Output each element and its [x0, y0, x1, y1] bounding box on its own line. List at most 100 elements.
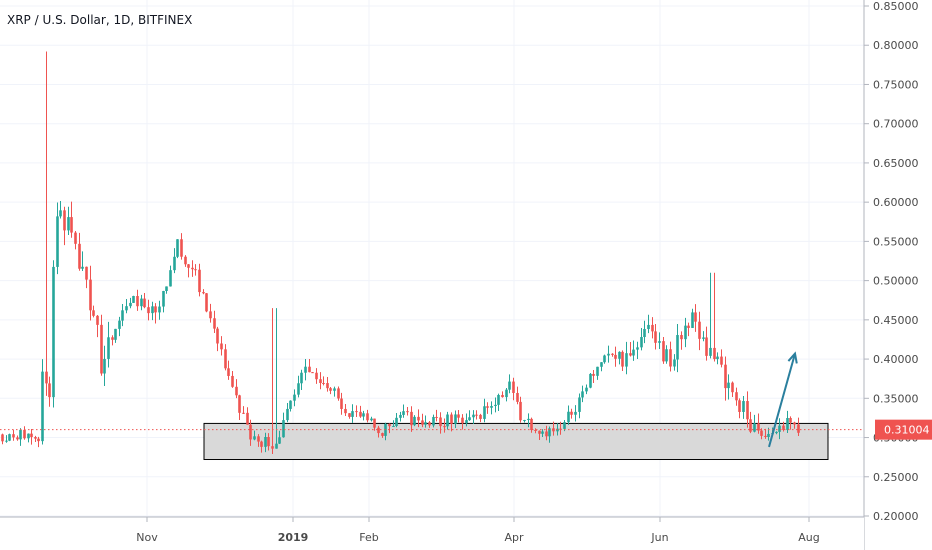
- y-tick-label: 0.75000: [873, 78, 919, 91]
- candle-body: [421, 420, 424, 425]
- candle-body: [713, 347, 716, 360]
- y-tick-label: 0.45000: [873, 314, 919, 327]
- candle-body: [267, 437, 270, 447]
- candle-body: [753, 423, 756, 432]
- support-zone[interactable]: [203, 422, 829, 461]
- candle-body: [443, 426, 446, 428]
- candle-body: [494, 404, 497, 407]
- candle-body: [194, 269, 197, 271]
- candle-body: [165, 286, 168, 291]
- candle-body: [687, 325, 690, 328]
- candle-body: [413, 416, 416, 426]
- candle-body: [264, 437, 267, 447]
- candle-body: [607, 353, 610, 356]
- candle-body: [760, 430, 763, 436]
- candle-body: [366, 413, 369, 421]
- candle-body: [676, 335, 679, 360]
- candle-body: [673, 359, 676, 367]
- candle-body: [319, 379, 322, 383]
- candle-body: [592, 373, 595, 376]
- candle-body: [132, 296, 135, 303]
- candle-body: [30, 433, 33, 438]
- candle-body: [16, 437, 19, 440]
- candle-body: [705, 337, 708, 356]
- candle-body: [74, 232, 77, 244]
- candle-body: [227, 368, 230, 376]
- candle-body: [114, 328, 117, 340]
- candle-body: [162, 290, 165, 307]
- candle-body: [96, 315, 99, 325]
- candle-body: [508, 381, 511, 390]
- candle-body: [611, 353, 614, 355]
- candle-body: [242, 412, 245, 414]
- candle-body: [632, 349, 635, 356]
- candle-body: [778, 425, 781, 432]
- candle-body: [333, 388, 336, 391]
- candle-body: [457, 414, 460, 418]
- candle-body: [118, 320, 121, 329]
- candle-body: [12, 434, 15, 438]
- candle-body: [220, 343, 223, 350]
- candle-body: [362, 413, 365, 417]
- candle-body: [329, 388, 332, 391]
- candle-body: [461, 417, 464, 424]
- candle-body: [48, 383, 51, 398]
- candle-body: [563, 422, 566, 429]
- candle-body: [709, 347, 712, 356]
- arrow-annotation-line[interactable]: [768, 353, 796, 448]
- candle-body: [581, 391, 584, 398]
- last-price-tag: [875, 419, 932, 440]
- candle-body: [497, 394, 500, 405]
- candle-body: [527, 418, 530, 421]
- candle-body: [289, 400, 292, 409]
- x-tick-label: Nov: [136, 531, 158, 544]
- candle-body: [603, 355, 606, 363]
- candle-body: [716, 356, 719, 360]
- candle-body: [205, 293, 208, 312]
- time-axis-background: [0, 517, 864, 550]
- candle-body: [534, 429, 537, 431]
- candle-body: [311, 372, 314, 374]
- candle-body: [545, 431, 548, 437]
- candle-body: [136, 296, 139, 307]
- candle-body: [424, 422, 427, 425]
- candle-body: [450, 414, 453, 424]
- candle-body: [92, 310, 95, 316]
- candle-body: [260, 441, 263, 447]
- x-tick-label: Apr: [504, 531, 524, 544]
- candle-body: [249, 424, 252, 440]
- candle-body: [395, 417, 398, 426]
- candle-body: [246, 412, 249, 425]
- candle-body: [479, 414, 482, 419]
- candle-body: [585, 387, 588, 392]
- candle-body: [523, 420, 526, 422]
- candle-body: [574, 411, 577, 415]
- candle-body: [512, 381, 515, 393]
- candle-body: [406, 411, 409, 413]
- candle-body: [742, 401, 745, 412]
- candle-body: [198, 269, 201, 293]
- candle-body: [23, 429, 26, 439]
- candle-body: [680, 335, 683, 340]
- candle-body: [151, 306, 154, 314]
- y-tick-label: 0.20000: [873, 510, 919, 523]
- candle-body: [70, 217, 73, 233]
- y-tick-label: 0.70000: [873, 118, 919, 131]
- last-price-label: 0.31004: [884, 424, 930, 437]
- candle-body: [392, 425, 395, 427]
- candle-body: [782, 425, 785, 430]
- candle-body: [81, 266, 84, 269]
- candle-body: [293, 394, 296, 401]
- candle-body: [399, 414, 402, 418]
- candle-body: [475, 414, 478, 416]
- candle-body: [78, 243, 81, 269]
- candle-body: [731, 382, 734, 393]
- candle-body: [304, 366, 307, 373]
- candle-body: [67, 217, 70, 231]
- candle-body: [224, 349, 227, 369]
- candle-body: [257, 436, 260, 442]
- candle-body: [516, 392, 519, 402]
- candle-body: [191, 267, 194, 270]
